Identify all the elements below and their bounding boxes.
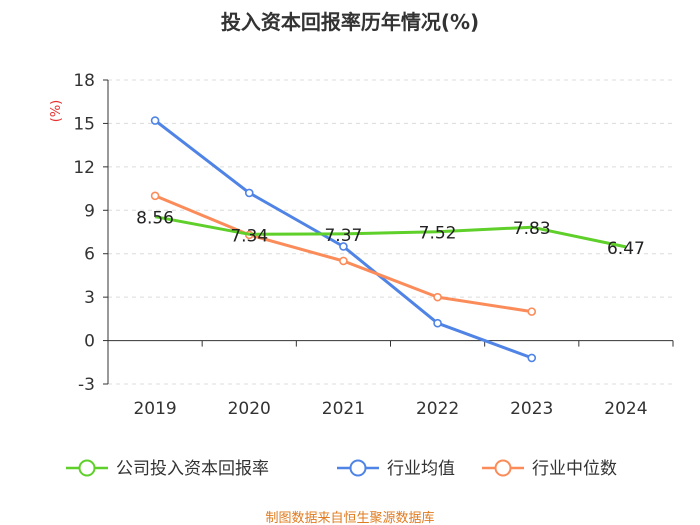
data-point (527, 307, 537, 316)
data-point (527, 353, 537, 363)
x-tick-label: 2019 (133, 399, 176, 419)
data-label: 7.34 (230, 226, 268, 246)
x-tick-label: 2023 (510, 399, 553, 419)
legend-swatch-marker (494, 459, 512, 477)
data-point (150, 191, 160, 201)
legend-label: 行业中位数 (532, 459, 617, 479)
data-label: 6.47 (607, 239, 645, 259)
x-tick-label: 2021 (322, 399, 365, 419)
legend-label: 行业均值 (387, 459, 455, 479)
legend-item-1[interactable]: 行业均值 (337, 459, 455, 479)
data-labels: 8.56 7.34 7.37 7.52 7.83 6.47 (136, 209, 645, 259)
data-point (339, 242, 348, 251)
data-label: 7.83 (513, 219, 551, 239)
legend-swatch-marker (78, 459, 96, 477)
legend-item-0[interactable]: 公司投入资本回报率 (66, 459, 269, 479)
chart-title: 投入资本回报率历年情况(%) (221, 10, 479, 34)
data-point (339, 256, 348, 266)
series-line-0 (154, 215, 627, 249)
axes: -3 0 3 6 9 12 15 18 2019 2020 2021 2022 2023 2024 (73, 71, 674, 419)
data-label: 7.52 (419, 224, 457, 244)
legend-item-2[interactable]: 行业中位数 (482, 459, 617, 479)
y-tick-label: 15 (73, 114, 95, 134)
y-tick-label: -3 (78, 375, 95, 395)
x-tick-label: 2024 (604, 399, 647, 419)
data-point (433, 318, 442, 328)
y-axis-label: (%) (49, 100, 64, 123)
y-tick-label: 0 (84, 332, 95, 352)
y-tick-label: 12 (73, 158, 95, 178)
data-label: 8.56 (136, 209, 174, 229)
legend-label: 公司投入资本回报率 (116, 459, 269, 479)
x-tick-label: 2020 (228, 399, 271, 419)
series-layer (150, 116, 627, 363)
y-tick-label: 6 (84, 245, 95, 265)
legend[interactable]: 公司投入资本回报率 行业均值 行业中位数 (66, 459, 617, 479)
data-point (244, 188, 254, 198)
y-tick-label: 9 (84, 201, 95, 221)
source-note: 制图数据来自恒生聚源数据库 (265, 510, 434, 525)
data-point (150, 116, 160, 125)
grid (108, 79, 673, 385)
x-tick-label: 2022 (416, 399, 459, 419)
legend-swatch-marker (349, 459, 367, 477)
data-label: 7.37 (324, 226, 362, 246)
y-tick-label: 3 (84, 288, 95, 308)
data-point (433, 292, 442, 302)
y-tick-label: 18 (73, 71, 95, 91)
